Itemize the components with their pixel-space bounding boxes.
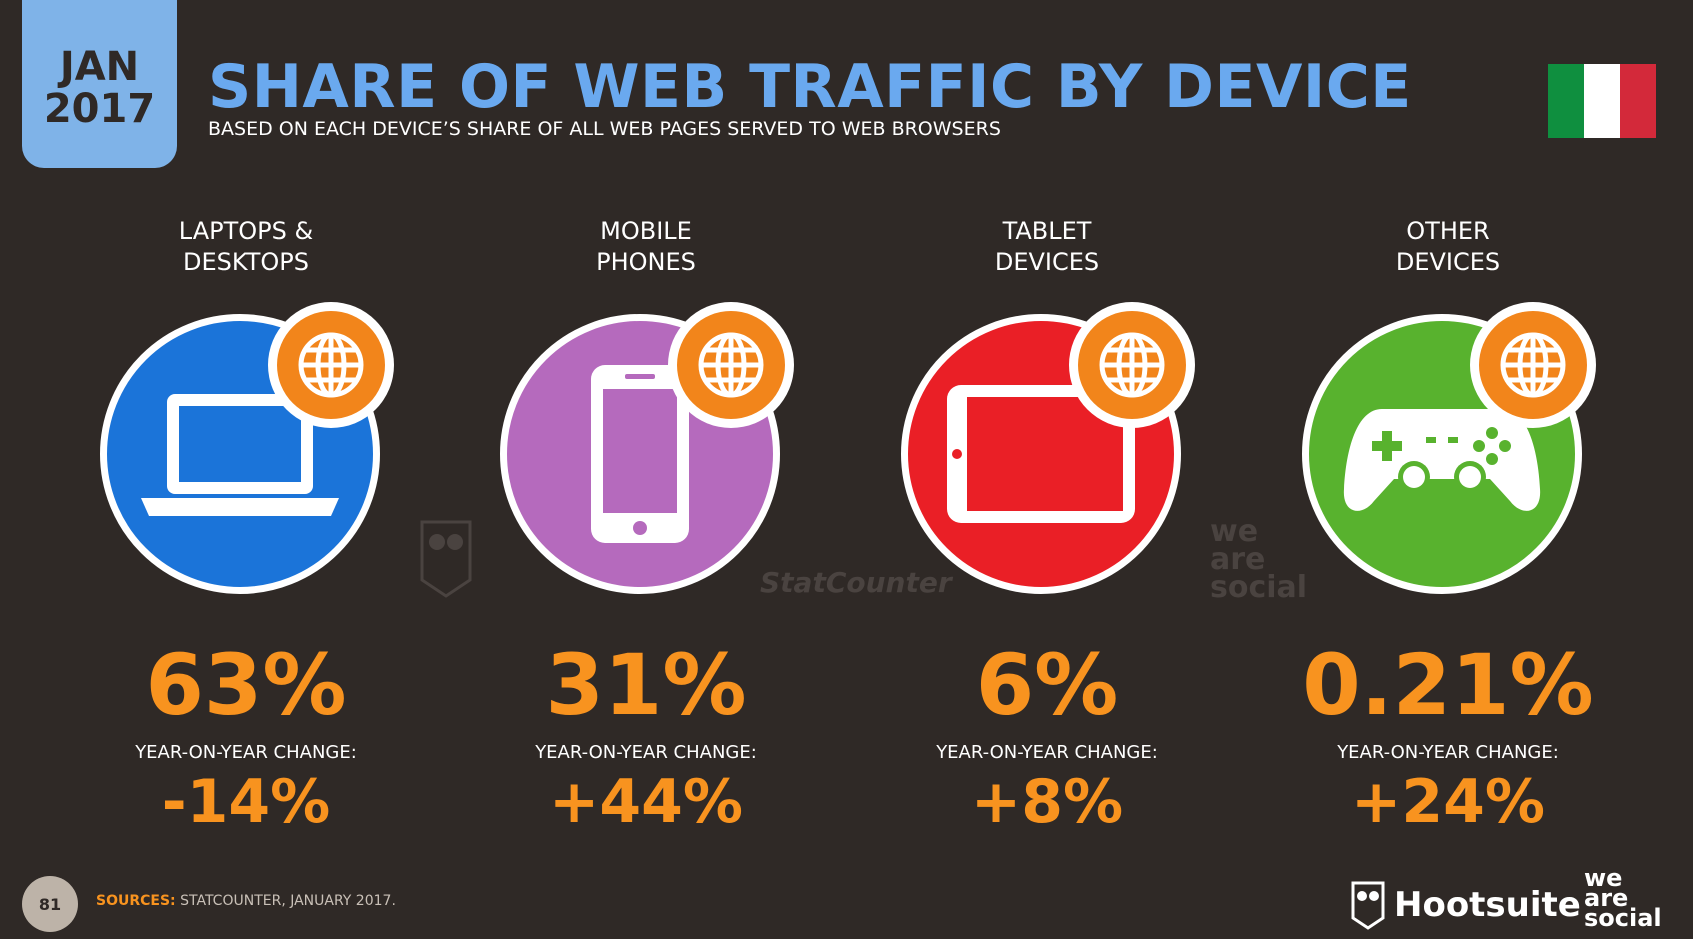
italy-flag-icon	[1548, 64, 1656, 138]
device-icon-group	[1298, 302, 1598, 610]
globe-badge	[1470, 302, 1596, 428]
globe-badge	[268, 302, 394, 428]
we-are-social-logo: we are social	[1584, 864, 1662, 932]
share-value: 6%	[975, 636, 1119, 734]
date-year: 2017	[43, 86, 156, 132]
yoy-value: -14%	[161, 767, 331, 837]
share-value: 63%	[145, 636, 347, 734]
page-title: SHARE OF WEB TRAFFIC BY DEVICE	[208, 52, 1412, 122]
mobile-phone-icon	[591, 365, 689, 543]
yoy-label: YEAR-ON-YEAR CHANGE:	[936, 742, 1158, 763]
yoy-label: YEAR-ON-YEAR CHANGE:	[1337, 742, 1559, 763]
device-other: OTHER DEVICES	[1298, 216, 1598, 835]
globe-icon	[1500, 332, 1566, 398]
game-controller-icon	[1343, 409, 1541, 511]
device-laptops-desktops: LAPTOPS & DESKTOPS 63% YEAR-ON-YEAR CHAN…	[96, 216, 396, 835]
sources-note: SOURCES: STATCOUNTER, JANUARY 2017.	[96, 893, 396, 909]
sources-label: SOURCES:	[96, 893, 176, 909]
globe-icon	[1099, 332, 1165, 398]
device-icon-group	[96, 302, 396, 610]
yoy-value: +24%	[1351, 767, 1545, 837]
share-value: 31%	[545, 636, 747, 734]
flag-stripe-white	[1584, 64, 1620, 138]
page-number: 81	[22, 876, 78, 932]
date-badge: JAN 2017	[22, 0, 177, 168]
yoy-value: +44%	[549, 767, 743, 837]
sources-text: STATCOUNTER, JANUARY 2017.	[175, 893, 396, 909]
yoy-value: +8%	[970, 767, 1124, 837]
device-label: TABLET DEVICES	[994, 217, 1100, 276]
laptop-icon	[141, 394, 339, 516]
hootsuite-wordmark: Hootsuite	[1394, 885, 1581, 925]
share-value: 0.21%	[1302, 636, 1594, 734]
device-tablets: TABLET DEVICES 6% YEAR-ON-YEAR CHANGE: +…	[897, 216, 1197, 835]
hootsuite-owl-watermark-icon	[420, 520, 472, 598]
hootsuite-logo: Hootsuite	[1350, 880, 1581, 930]
hootsuite-owl-icon	[1351, 881, 1385, 930]
globe-icon	[298, 332, 364, 398]
globe-badge	[668, 302, 794, 428]
date-month: JAN	[59, 44, 140, 90]
tablet-icon	[947, 385, 1135, 523]
globe-badge	[1069, 302, 1195, 428]
yoy-label: YEAR-ON-YEAR CHANGE:	[135, 742, 357, 763]
flag-stripe-red	[1620, 64, 1656, 138]
we-are-social-watermark: we are social	[1210, 514, 1308, 605]
device-label: MOBILE PHONES	[596, 217, 696, 276]
device-mobile-phones: MOBILE PHONES 31% YEAR-ON-YEAR CHANGE: +…	[496, 216, 796, 835]
device-label: OTHER DEVICES	[1395, 217, 1501, 276]
device-label: LAPTOPS & DESKTOPS	[178, 217, 314, 276]
page-subtitle: BASED ON EACH DEVICE’S SHARE OF ALL WEB …	[208, 118, 1001, 140]
device-icon-group	[897, 302, 1197, 610]
flag-stripe-green	[1548, 64, 1584, 138]
yoy-label: YEAR-ON-YEAR CHANGE:	[535, 742, 757, 763]
statcounter-watermark: StatCounter	[760, 566, 952, 599]
device-icon-group	[496, 302, 796, 610]
globe-icon	[698, 332, 764, 398]
device-circle	[901, 314, 1181, 594]
